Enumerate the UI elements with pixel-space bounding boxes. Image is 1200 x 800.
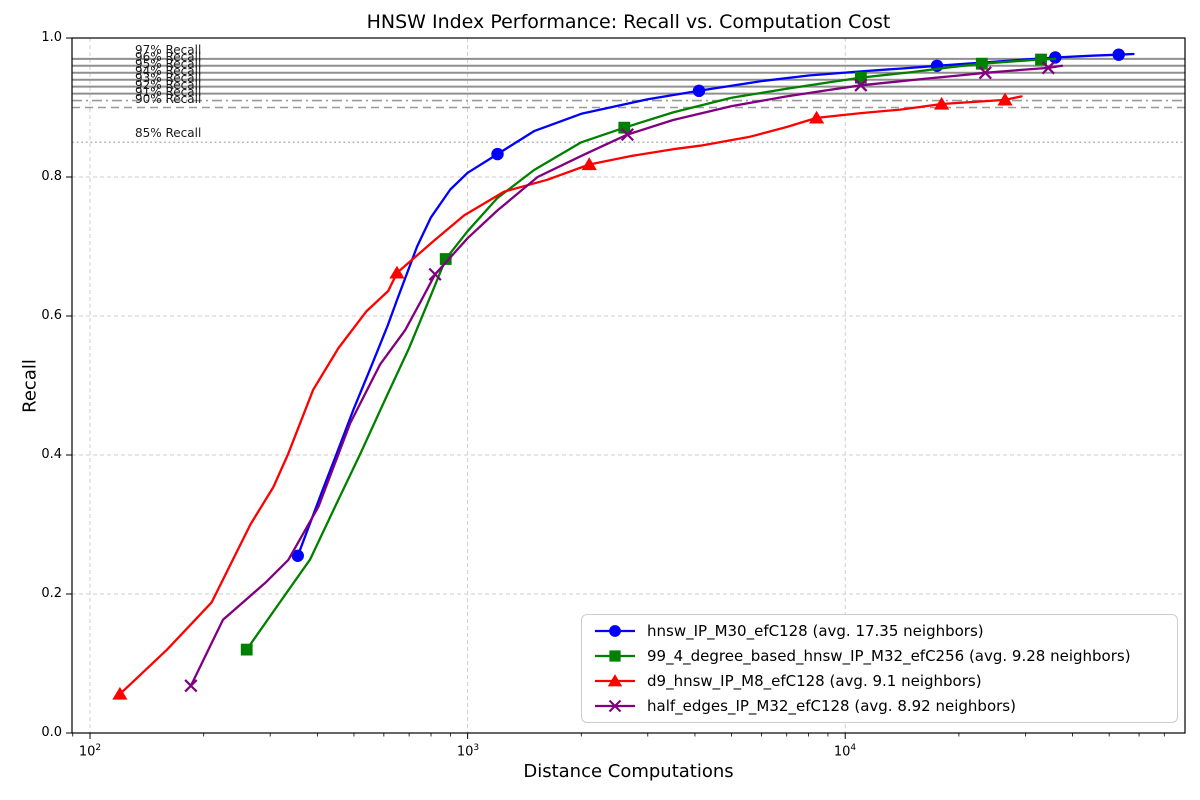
recall-annotation: 91% Recall bbox=[135, 85, 202, 99]
legend-label: 99_4_degree_based_hnsw_IP_M32_efC256 (av… bbox=[647, 646, 1131, 665]
y-tick-label: 0.0 bbox=[41, 725, 62, 740]
y-tick-label: 1.0 bbox=[41, 30, 62, 45]
legend-row: hnsw_IP_M30_efC128 (avg. 17.35 neighbors… bbox=[592, 621, 1171, 641]
legend-row: half_edges_IP_M32_efC128 (avg. 8.92 neig… bbox=[592, 696, 1171, 716]
legend-row: d9_hnsw_IP_M8_efC128 (avg. 9.1 neighbors… bbox=[592, 671, 1171, 691]
legend-label: d9_hnsw_IP_M8_efC128 (avg. 9.1 neighbors… bbox=[647, 672, 982, 691]
recall-annotation: 97% Recall bbox=[135, 43, 202, 57]
y-axis-label: Recall bbox=[19, 359, 41, 413]
legend: hnsw_IP_M30_efC128 (avg. 17.35 neighbors… bbox=[581, 614, 1178, 723]
y-tick-label: 0.2 bbox=[41, 586, 62, 601]
x-tick-label: 103 bbox=[456, 743, 480, 760]
x-axis-label: Distance Computations bbox=[523, 761, 734, 782]
y-tick-label: 0.8 bbox=[41, 169, 62, 184]
legend-row: 99_4_degree_based_hnsw_IP_M32_efC256 (av… bbox=[592, 646, 1171, 666]
recall-annotation: 95% Recall bbox=[135, 57, 202, 71]
y-tick-label: 0.4 bbox=[41, 447, 62, 462]
y-tick-label: 0.6 bbox=[41, 308, 62, 323]
chart-title: HNSW Index Performance: Recall vs. Compu… bbox=[366, 11, 891, 33]
x-tick-label: 104 bbox=[833, 743, 857, 760]
recall-annotation: 85% Recall bbox=[135, 126, 202, 140]
recall-annotation: 90% Recall bbox=[135, 92, 202, 106]
recall-annotation: 94% Recall bbox=[135, 64, 202, 78]
recall-annotation: 93% Recall bbox=[135, 71, 202, 85]
recall-annotation: 96% Recall bbox=[135, 50, 202, 64]
legend-label: hnsw_IP_M30_efC128 (avg. 17.35 neighbors… bbox=[647, 621, 984, 640]
legend-label: half_edges_IP_M32_efC128 (avg. 8.92 neig… bbox=[647, 697, 1016, 716]
recall-annotation: 92% Recall bbox=[135, 78, 202, 92]
legend-marker-icon bbox=[595, 700, 635, 713]
legend-marker-icon bbox=[595, 674, 635, 687]
x-tick-label: 102 bbox=[78, 743, 102, 760]
legend-marker-icon bbox=[595, 650, 635, 662]
legend-marker-icon bbox=[595, 624, 635, 637]
